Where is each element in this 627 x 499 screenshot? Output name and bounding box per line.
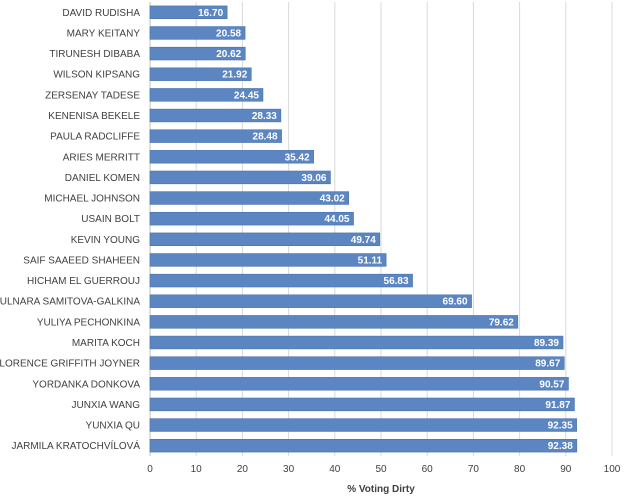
data-label: 79.62	[489, 317, 514, 328]
data-label: 24.45	[234, 90, 259, 101]
x-axis-title: % Voting Dirty	[347, 484, 415, 495]
category-label: TIRUNESH DIBABA	[49, 49, 140, 60]
category-label: GULNARA SAMITOVA-GALKINA	[0, 297, 140, 308]
bar	[149, 5, 228, 20]
x-tick-labels: 0 10 20 30 40 50 60 70 80 90 100	[147, 464, 621, 475]
bar	[149, 108, 282, 123]
category-label: MARITA KOCH	[72, 338, 140, 349]
data-label: 43.02	[320, 194, 345, 205]
category-label: USAIN BOLT	[81, 214, 140, 225]
x-tick-label: 40	[329, 464, 341, 475]
bar	[149, 356, 565, 370]
x-tick-label: 50	[375, 464, 387, 475]
bars: 16.70 20.58 20.62 21.92 24.45 28.33 28.48 35.42…	[149, 5, 578, 453]
bar	[149, 191, 350, 205]
x-tick-label: 100	[604, 464, 621, 475]
bar	[149, 129, 282, 143]
category-label: KENENISA BEKELE	[48, 111, 140, 122]
bar	[149, 88, 264, 102]
data-label: 20.62	[216, 49, 241, 60]
bar	[149, 418, 577, 432]
x-tick-label: 80	[514, 464, 526, 475]
data-label: 49.74	[351, 235, 376, 246]
data-label: 16.70	[198, 8, 223, 19]
category-label: DAVID RUDISHA	[62, 8, 140, 19]
data-label: 89.67	[535, 359, 560, 370]
bar	[149, 211, 354, 226]
category-label: KEVIN YOUNG	[71, 235, 140, 246]
x-tick-label: 20	[237, 464, 249, 475]
data-label: 44.05	[324, 214, 349, 225]
data-label: 35.42	[285, 152, 310, 163]
data-label: 92.38	[548, 441, 573, 452]
bar	[149, 26, 246, 40]
category-label: PAULA RADCLIFFE	[50, 132, 140, 143]
category-label: SAIF SAAEED SHAHEEN	[23, 255, 140, 266]
bar	[149, 67, 252, 81]
data-label: 28.33	[252, 111, 277, 122]
category-label: ZERSENAY TADESE	[45, 90, 140, 101]
category-label: YULIYA PECHONKINA	[37, 317, 141, 328]
bar	[149, 438, 578, 453]
data-label: 51.11	[358, 255, 383, 266]
data-label: 90.57	[539, 379, 564, 390]
data-label: 56.83	[384, 276, 409, 287]
bar	[149, 253, 387, 267]
category-label: YUNXIA QU	[86, 421, 140, 432]
bar	[149, 150, 314, 164]
data-label: 20.58	[216, 28, 241, 39]
data-label: 92.35	[548, 421, 573, 432]
data-label: 89.39	[534, 338, 559, 349]
category-label: DANIEL KOMEN	[65, 173, 140, 184]
category-label: ARIES MERRITT	[63, 152, 140, 163]
data-label: 39.06	[301, 173, 326, 184]
category-label: YORDANKA DONKOVA	[32, 379, 140, 390]
category-label: WILSON KIPSANG	[53, 70, 140, 81]
x-tick-label: 0	[147, 464, 153, 475]
category-label: JUNXIA WANG	[71, 400, 140, 411]
x-tick-label: 60	[422, 464, 434, 475]
bar	[149, 294, 472, 308]
category-label: JARMILA KRATOCHVÍLOVÁ	[11, 439, 140, 452]
bar	[149, 335, 564, 350]
bar	[149, 170, 331, 185]
category-label: MICHAEL JOHNSON	[44, 194, 140, 205]
category-label: MARY KEITANY	[67, 28, 141, 39]
x-tick-label: 90	[560, 464, 572, 475]
bar	[149, 315, 519, 329]
bar	[149, 397, 575, 412]
bar	[149, 232, 381, 247]
bar	[149, 273, 413, 288]
data-label: 21.92	[222, 70, 247, 81]
x-tick-label: 10	[191, 464, 203, 475]
x-tick-label: 70	[468, 464, 480, 475]
data-label: 28.48	[253, 132, 278, 143]
bar	[149, 377, 569, 391]
data-label: 69.60	[443, 297, 468, 308]
x-tick-label: 30	[283, 464, 295, 475]
category-label: HICHAM EL GUERROUJ	[27, 276, 140, 287]
category-labels: DAVID RUDISHA MARY KEITANY TIRUNESH DIBABA…	[0, 8, 140, 452]
category-label: FLORENCE GRIFFITH JOYNER	[0, 359, 140, 370]
data-label: 91.87	[545, 400, 570, 411]
bar	[149, 46, 246, 61]
